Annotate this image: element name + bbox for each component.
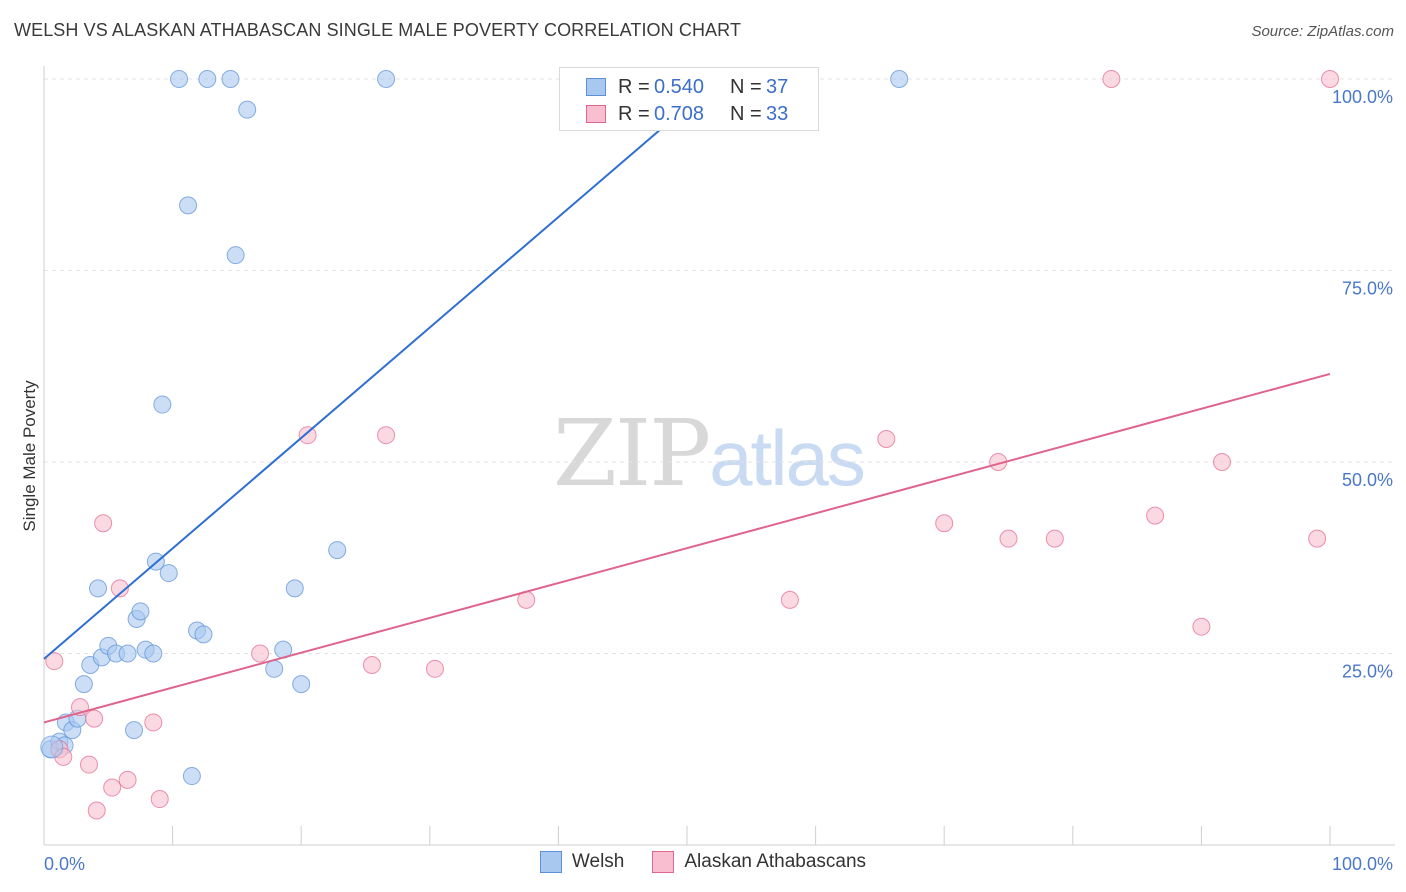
- point-welsh-cluster: [40, 735, 64, 759]
- watermark-zip: ZIP: [553, 400, 711, 507]
- legend-swatch-welsh: [586, 78, 606, 96]
- point-athabascan: [1146, 506, 1165, 525]
- point-welsh: [890, 70, 909, 88]
- point-welsh: [131, 602, 150, 621]
- legend-label-welsh: Welsh: [571, 851, 625, 872]
- point-athabascan: [45, 652, 64, 671]
- point-athabascan: [298, 426, 317, 445]
- y-tick-label: 75.0%: [1342, 279, 1393, 299]
- point-welsh: [292, 675, 311, 694]
- legend-swatch-athabascan: [586, 105, 606, 123]
- legend-r-value: 0.540: [654, 75, 705, 98]
- point-athabascan: [1045, 529, 1064, 548]
- point-welsh: [182, 767, 201, 786]
- point-athabascan: [999, 529, 1018, 548]
- point-welsh: [170, 70, 189, 88]
- legend-r-value: 0.708: [654, 102, 705, 125]
- y-tick-label: 25.0%: [1342, 662, 1393, 682]
- point-athabascan: [1308, 529, 1327, 548]
- legend-swatch-welsh: [539, 851, 562, 873]
- legend-r-label: R =: [618, 102, 650, 125]
- legend-row-welsh: R = 0.540 N = 37: [586, 73, 788, 101]
- point-athabascan: [377, 426, 396, 445]
- x-tick-label: 100.0%: [1332, 854, 1393, 874]
- point-welsh: [159, 564, 178, 583]
- point-athabascan: [110, 579, 129, 598]
- legend-item-athabascan: Alaskan Athabascans: [652, 851, 866, 873]
- point-welsh: [265, 659, 284, 678]
- point-welsh: [226, 246, 245, 265]
- legend-r-label: R =: [618, 75, 650, 98]
- point-athabascan: [94, 514, 113, 533]
- point-welsh: [125, 721, 144, 740]
- point-athabascan: [85, 709, 104, 728]
- point-welsh: [89, 579, 108, 598]
- point-athabascan: [87, 801, 106, 820]
- legend-n-value: 33: [766, 102, 789, 125]
- point-athabascan: [1102, 70, 1121, 88]
- point-welsh: [238, 100, 257, 119]
- point-athabascan: [935, 514, 954, 533]
- legend-n-value: 37: [766, 75, 789, 98]
- point-athabascan: [1192, 617, 1211, 636]
- point-athabascan: [144, 713, 163, 732]
- series-legend: Welsh Alaskan Athabascans: [0, 851, 1406, 873]
- point-welsh: [194, 625, 213, 644]
- y-tick-label: 50.0%: [1342, 470, 1393, 490]
- point-welsh: [118, 644, 137, 663]
- point-athabascan: [1212, 453, 1231, 471]
- trendline-welsh: [43, 78, 720, 660]
- point-welsh: [328, 541, 347, 560]
- point-welsh: [377, 70, 396, 88]
- legend-n-label: N =: [730, 75, 762, 98]
- legend-label-athabascan: Alaskan Athabascans: [684, 851, 867, 872]
- point-athabascan: [362, 655, 381, 674]
- trendline-athabascan: [43, 372, 1331, 724]
- point-welsh: [285, 579, 304, 598]
- correlation-legend: R = 0.540 N = 37 R = 0.708 N = 33: [559, 67, 819, 131]
- legend-row-athabascan: R = 0.708 N = 33: [586, 100, 788, 128]
- watermark: ZIPatlas: [553, 400, 866, 507]
- point-welsh: [198, 70, 217, 88]
- chart-title: WELSH VS ALASKAN ATHABASCAN SINGLE MALE …: [14, 20, 742, 40]
- point-athabascan: [877, 430, 896, 449]
- point-athabascan: [103, 778, 122, 797]
- point-welsh: [221, 70, 240, 88]
- point-athabascan: [251, 644, 270, 663]
- legend-item-welsh: Welsh: [539, 851, 625, 873]
- point-welsh: [153, 395, 172, 414]
- point-athabascan: [1321, 70, 1339, 88]
- point-athabascan: [425, 659, 444, 678]
- point-welsh: [74, 675, 93, 694]
- legend-swatch-athabascan: [652, 851, 675, 873]
- point-athabascan: [118, 770, 137, 789]
- point-athabascan: [150, 790, 169, 809]
- point-welsh: [144, 644, 163, 663]
- legend-n-label: N =: [730, 102, 762, 125]
- source-label: Source: ZipAtlas.com: [1251, 23, 1394, 40]
- y-tick-label: 100.0%: [1332, 87, 1393, 107]
- point-welsh: [179, 196, 198, 215]
- x-tick-label: 0.0%: [44, 854, 85, 874]
- watermark-atlas: atlas: [709, 414, 866, 502]
- point-athabascan: [780, 590, 799, 609]
- point-athabascan: [80, 755, 99, 774]
